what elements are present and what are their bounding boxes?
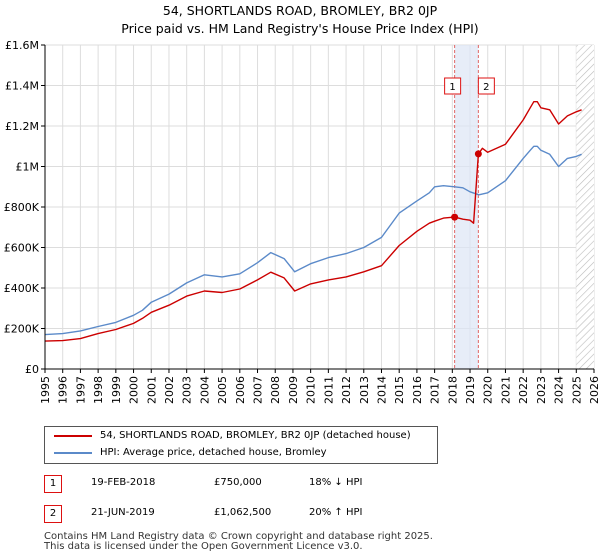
legend: 54, SHORTLANDS ROAD, BROMLEY, BR2 0JP (d… (44, 426, 438, 464)
sale-flag-box (477, 77, 495, 95)
y-tick-label: £800K (4, 201, 40, 214)
chart-title: 54, SHORTLANDS ROAD, BROMLEY, BR2 0JP (162, 3, 438, 18)
sale-number-badge: 2 (44, 505, 62, 523)
x-tick-label: 2001 (145, 376, 158, 404)
x-tick-label: 2013 (358, 376, 371, 404)
footer-copyright: Contains HM Land Registry data © Crown c… (44, 531, 433, 542)
between-sales-band (454, 45, 479, 369)
x-tick-label: 2003 (181, 376, 194, 404)
x-tick-label: 2016 (411, 376, 424, 404)
x-tick-label: 2002 (163, 376, 176, 404)
sale-period-shading (454, 45, 594, 369)
x-tick-label: 2006 (234, 376, 247, 404)
x-tick-label: 2005 (216, 376, 229, 404)
x-tick-label: 2007 (252, 376, 265, 404)
x-tick-label: 2026 (588, 376, 600, 404)
sale-flag-box (444, 77, 462, 95)
y-tick-label: £0 (25, 363, 39, 376)
x-tick-label: 1995 (39, 376, 52, 404)
x-tick-label: 2017 (429, 376, 442, 404)
sale-point (451, 213, 459, 221)
x-tick-label: 1998 (92, 376, 105, 404)
y-tick-label: £1.4M (5, 80, 39, 93)
x-tick-label: 1996 (57, 376, 70, 404)
x-tick-label: 2023 (535, 376, 548, 404)
legend-swatch-property (54, 435, 92, 437)
legend-swatch-hpi (54, 452, 92, 454)
x-tick-label: 2010 (305, 376, 318, 404)
sale-hpi-delta: 20% ↑ HPI (309, 507, 363, 518)
sale-flag-label: 1 (449, 82, 455, 93)
chart-subtitle: Price paid vs. HM Land Registry's House … (121, 21, 479, 36)
x-tick-label: 2025 (570, 376, 583, 404)
x-tick-label: 2021 (499, 376, 512, 404)
x-tick-label: 2004 (198, 376, 211, 404)
y-tick-label: £200K (4, 323, 40, 336)
sale-number-badge: 1 (44, 475, 62, 493)
y-tick-label: £1.2M (5, 120, 39, 133)
x-tick-label: 2014 (375, 376, 388, 404)
sale-date: 19-FEB-2018 (91, 477, 156, 488)
sale-point (474, 150, 482, 158)
axis-ticks: £0 £200K £400K £600K £800K £1M £1.2M £1.4M £1.6M… (4, 39, 600, 404)
y-tick-label: £1M (16, 161, 40, 174)
sale-price: £1,062,500 (214, 507, 272, 518)
x-tick-label: 2018 (446, 376, 459, 404)
y-tick-label: £1.6M (5, 39, 39, 52)
x-tick-label: 2022 (517, 376, 530, 404)
future-hatch (576, 45, 594, 369)
x-tick-label: 1999 (110, 376, 123, 404)
x-tick-label: 2011 (322, 376, 335, 404)
x-tick-label: 2020 (482, 376, 495, 404)
y-tick-label: £400K (4, 282, 40, 295)
footer-license: Contains HM Land Registry data © Crown c… (44, 532, 433, 552)
sale-flag-label: 2 (483, 82, 489, 93)
x-tick-label: 2024 (553, 376, 566, 404)
sale-hpi-delta: 18% ↓ HPI (309, 477, 363, 488)
y-tick-label: £600K (4, 242, 40, 255)
x-tick-label: 2012 (340, 376, 353, 404)
x-tick-label: 2019 (464, 376, 477, 404)
x-tick-label: 2000 (128, 376, 141, 404)
footer-licence: This data is licensed under the Open Gov… (44, 541, 363, 552)
x-tick-label: 1997 (74, 376, 87, 404)
property-price-line (44, 100, 582, 342)
x-tick-label: 2008 (269, 376, 282, 404)
hpi-line (44, 145, 582, 336)
sale-price: £750,000 (214, 477, 262, 488)
legend-label-hpi: HPI: Average price, detached house, Brom… (100, 447, 327, 458)
legend-label-property: 54, SHORTLANDS ROAD, BROMLEY, BR2 0JP (d… (100, 430, 411, 441)
sale-date: 21-JUN-2019 (91, 507, 155, 518)
x-tick-label: 2015 (393, 376, 406, 404)
series-lines (44, 100, 582, 342)
x-tick-label: 2009 (287, 376, 300, 404)
